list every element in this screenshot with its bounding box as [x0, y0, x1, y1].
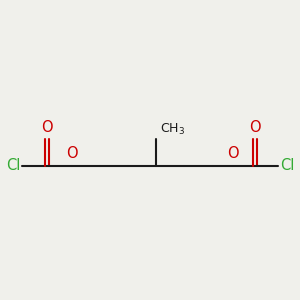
Text: O: O [41, 120, 53, 135]
Text: Cl: Cl [6, 158, 20, 173]
Text: O: O [66, 146, 78, 161]
Text: Cl: Cl [280, 158, 294, 173]
Text: O: O [227, 146, 238, 161]
Text: CH$_3$: CH$_3$ [160, 122, 185, 136]
Text: O: O [249, 120, 260, 135]
